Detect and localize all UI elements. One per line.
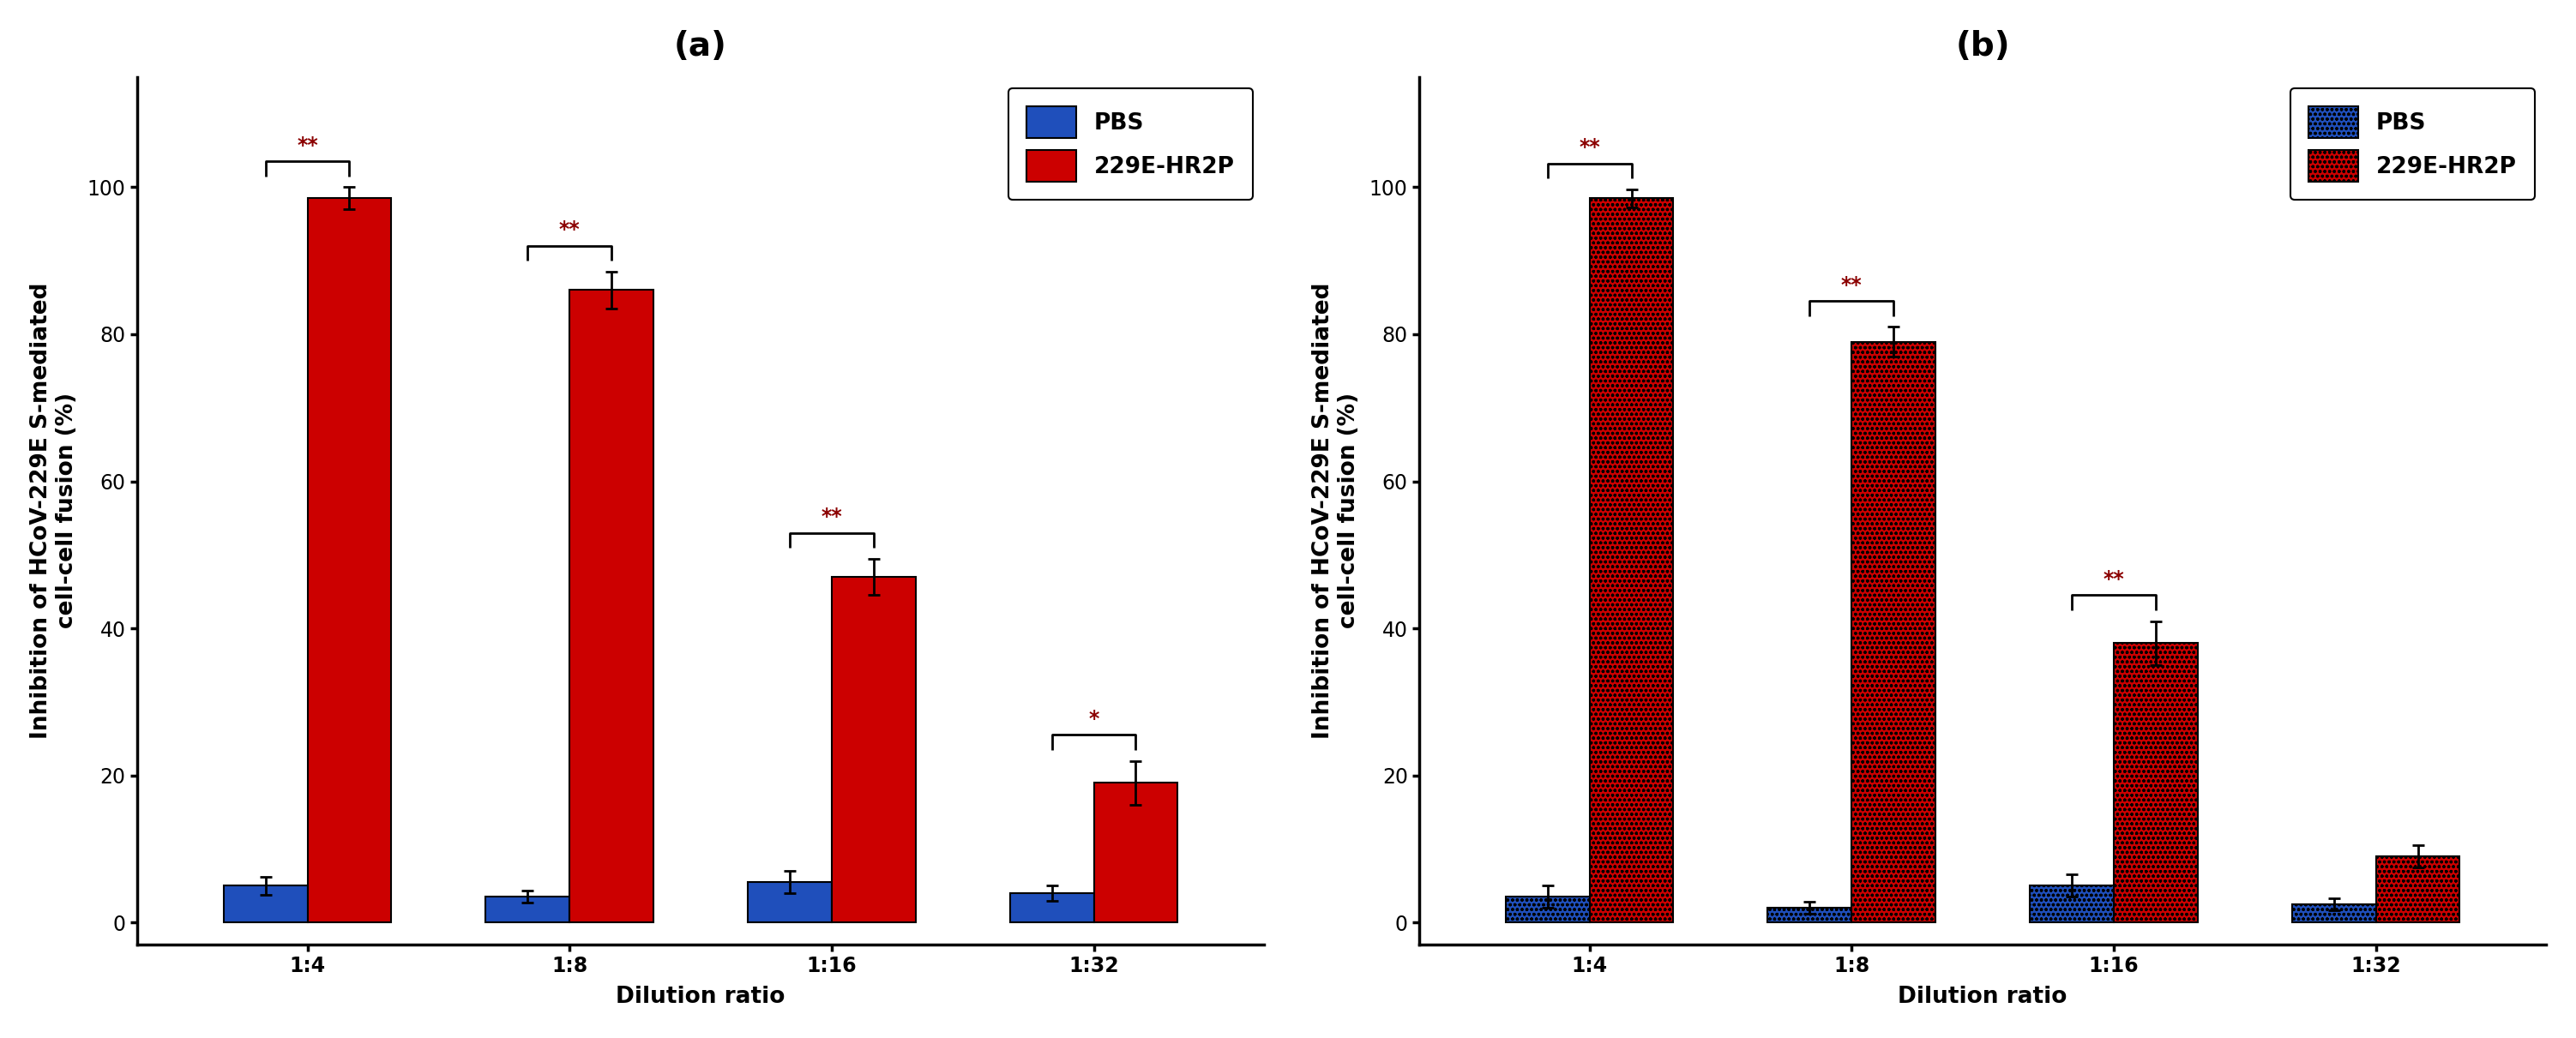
- X-axis label: Dilution ratio: Dilution ratio: [1899, 986, 2069, 1008]
- Y-axis label: Inhibition of HCoV-229E S-mediated
cell-cell fusion (%): Inhibition of HCoV-229E S-mediated cell-…: [31, 282, 77, 739]
- Y-axis label: Inhibition of HCoV-229E S-mediated
cell-cell fusion (%): Inhibition of HCoV-229E S-mediated cell-…: [1311, 282, 1360, 739]
- Text: **: **: [296, 135, 317, 156]
- Bar: [1504, 897, 1589, 923]
- Bar: [224, 885, 307, 923]
- Text: *: *: [1090, 709, 1100, 729]
- Bar: [2030, 885, 2115, 923]
- Bar: [747, 882, 832, 923]
- Text: **: **: [2102, 569, 2125, 590]
- Bar: [1767, 908, 1852, 923]
- Text: **: **: [559, 220, 580, 240]
- Bar: [2293, 904, 2375, 923]
- X-axis label: Dilution ratio: Dilution ratio: [616, 986, 786, 1008]
- Bar: [1589, 198, 1674, 923]
- Bar: [569, 291, 654, 923]
- Bar: [1010, 893, 1095, 923]
- Bar: [2375, 856, 2460, 923]
- Bar: [1095, 783, 1177, 923]
- Title: (a): (a): [675, 30, 726, 62]
- Legend: PBS, 229E-HR2P: PBS, 229E-HR2P: [2290, 88, 2535, 199]
- Text: **: **: [822, 507, 842, 527]
- Bar: [307, 198, 392, 923]
- Text: **: **: [1842, 275, 1862, 295]
- Bar: [832, 577, 914, 923]
- Bar: [1852, 342, 1935, 923]
- Bar: [2115, 644, 2197, 923]
- Text: **: **: [1579, 137, 1600, 158]
- Legend: PBS, 229E-HR2P: PBS, 229E-HR2P: [1007, 88, 1252, 199]
- Title: (b): (b): [1955, 30, 2009, 62]
- Bar: [487, 897, 569, 923]
